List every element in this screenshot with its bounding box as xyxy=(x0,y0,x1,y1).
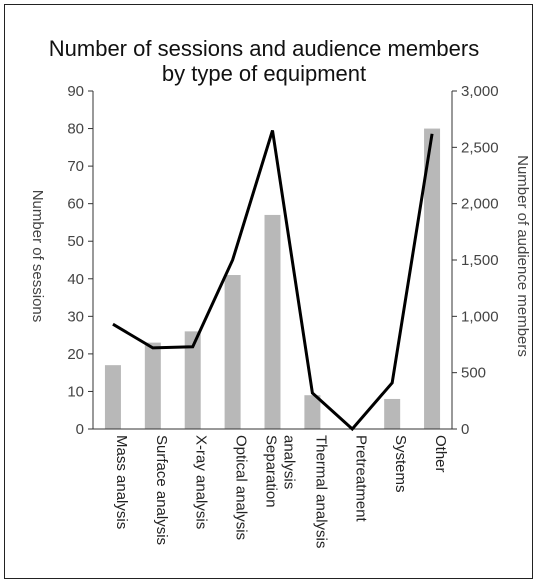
y-right-tick-label-0: 0 xyxy=(461,421,469,438)
y-right-tick-label-5: 2,500 xyxy=(461,139,499,156)
bar-sessions-5 xyxy=(304,395,320,429)
y-right-tick-label-3: 1,500 xyxy=(461,252,499,269)
bar-sessions-4 xyxy=(265,215,281,429)
y-left-tick-label-8: 80 xyxy=(67,121,84,138)
y-left-tick-label-5: 50 xyxy=(67,233,84,250)
x-category-label-5: Thermal analysis xyxy=(312,435,329,548)
y-left-tick-label-6: 60 xyxy=(67,196,84,213)
y-right-tick-label-6: 3,000 xyxy=(461,83,499,100)
y-right-tick-label-2: 1,000 xyxy=(461,308,499,325)
y-left-tick-label-1: 10 xyxy=(67,383,84,400)
y-right-tick-label-1: 500 xyxy=(461,365,486,382)
x-category-label-8: Other xyxy=(432,435,449,473)
x-category-label-2: X-ray analysis xyxy=(193,435,210,529)
x-category-label-4-0: Separation xyxy=(263,435,280,508)
y-right-tick-label-4: 2,000 xyxy=(461,196,499,213)
y-axis-left-title: Number of sessions xyxy=(29,190,46,323)
plot-area: 0 10 20 30 40 50 60 70 80 90 0 500 1,000 1,500 2,000 2,… xyxy=(67,83,498,548)
bar-sessions-1 xyxy=(145,343,161,429)
chart-title-line-1: Number of sessions and audience members xyxy=(49,36,479,61)
x-category-label-6: Pretreatment xyxy=(352,435,369,523)
x-category-label-0: Mass analysis xyxy=(113,435,130,529)
y-left-tick-label-2: 20 xyxy=(67,346,84,363)
y-left-tick-label-3: 30 xyxy=(67,308,84,325)
x-category-label-7: Systems xyxy=(392,435,409,493)
bar-sessions-7 xyxy=(384,399,400,429)
chart-frame: Number of sessions and audience members … xyxy=(4,4,533,579)
y-left-tick-label-0: 0 xyxy=(76,421,84,438)
y-left-tick-label-7: 70 xyxy=(67,158,84,175)
x-category-label-4-1: analysis xyxy=(281,435,298,489)
chart-svg: Number of sessions and audience members … xyxy=(5,5,534,570)
y-left-tick-label-9: 90 xyxy=(67,83,84,100)
bar-sessions-3 xyxy=(225,275,241,429)
y-axis-right-title: Number of audience members xyxy=(514,155,531,357)
bar-sessions-0 xyxy=(105,365,121,429)
chart-title-line-2: by type of equipment xyxy=(162,61,366,86)
y-left-tick-label-4: 40 xyxy=(67,271,84,288)
x-category-label-3: Optical analysis xyxy=(233,435,250,540)
x-category-label-1: Surface analysis xyxy=(153,435,170,545)
